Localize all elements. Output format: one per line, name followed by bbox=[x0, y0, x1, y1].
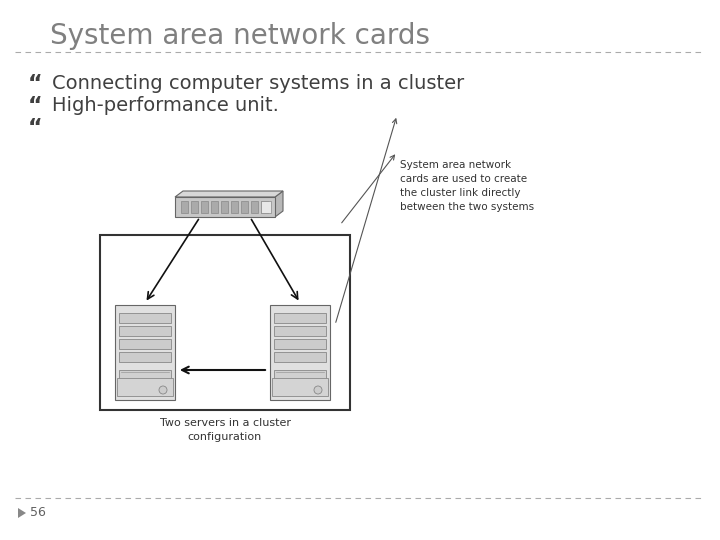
Text: “: “ bbox=[28, 118, 42, 138]
Bar bbox=[211, 201, 218, 213]
Polygon shape bbox=[275, 191, 283, 217]
Bar bbox=[201, 201, 208, 213]
Bar bbox=[251, 201, 258, 213]
Bar bbox=[181, 201, 188, 213]
Text: Connecting computer systems in a cluster: Connecting computer systems in a cluster bbox=[52, 74, 464, 93]
Text: “: “ bbox=[28, 96, 42, 116]
Bar bbox=[117, 378, 173, 396]
Bar bbox=[274, 339, 326, 349]
Text: High-performance unit.: High-performance unit. bbox=[52, 96, 279, 115]
Bar bbox=[270, 305, 330, 400]
Text: Two servers in a cluster
configuration: Two servers in a cluster configuration bbox=[160, 418, 290, 442]
Circle shape bbox=[159, 386, 167, 394]
Bar bbox=[274, 370, 326, 380]
Bar bbox=[119, 339, 171, 349]
Bar bbox=[274, 313, 326, 323]
Bar bbox=[115, 305, 175, 400]
Bar bbox=[100, 235, 350, 410]
Bar bbox=[261, 201, 271, 213]
Text: System area network
cards are used to create
the cluster link directly
between t: System area network cards are used to cr… bbox=[400, 160, 534, 212]
Bar bbox=[119, 326, 171, 336]
Text: System area network cards: System area network cards bbox=[50, 22, 430, 50]
Text: 56: 56 bbox=[30, 507, 46, 519]
Bar bbox=[241, 201, 248, 213]
Bar bbox=[221, 201, 228, 213]
Bar bbox=[274, 326, 326, 336]
Bar bbox=[191, 201, 198, 213]
Bar bbox=[175, 197, 275, 217]
Bar bbox=[274, 352, 326, 362]
Polygon shape bbox=[18, 508, 26, 518]
Bar bbox=[261, 201, 268, 213]
Bar bbox=[272, 378, 328, 396]
Polygon shape bbox=[175, 191, 283, 197]
Text: “: “ bbox=[28, 74, 42, 94]
Bar bbox=[119, 313, 171, 323]
Bar bbox=[119, 352, 171, 362]
Bar bbox=[231, 201, 238, 213]
Bar bbox=[119, 370, 171, 380]
Circle shape bbox=[314, 386, 322, 394]
